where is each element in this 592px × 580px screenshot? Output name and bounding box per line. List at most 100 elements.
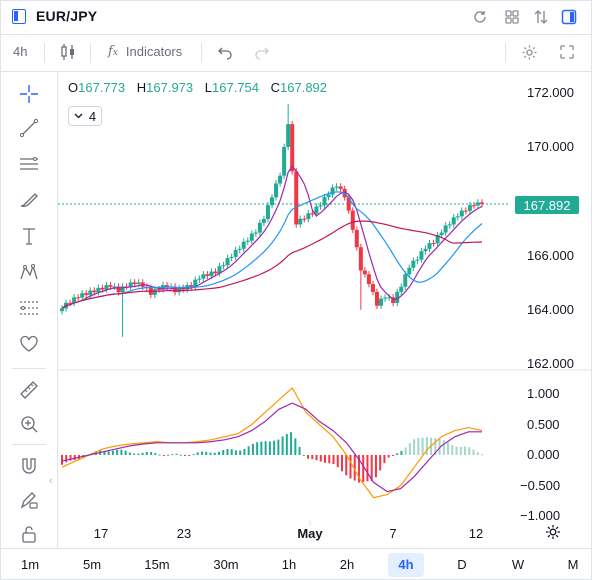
brush-icon[interactable] [17, 188, 41, 212]
macd-histogram-bar [281, 436, 284, 455]
interval-button[interactable]: 4h [13, 44, 28, 59]
toolbar-divider [201, 43, 202, 63]
lock-icon[interactable] [17, 522, 41, 546]
candle [302, 215, 307, 223]
heart-icon[interactable] [17, 332, 41, 356]
macd-histogram-bar [217, 451, 220, 455]
candle [181, 284, 186, 293]
macd-histogram-bar [120, 449, 123, 455]
timeframe-1m[interactable]: 1m [20, 557, 40, 572]
macd-histogram-bar [222, 449, 225, 455]
candle [278, 172, 283, 187]
macd-histogram-bar [434, 438, 437, 455]
redo-icon[interactable] [255, 45, 269, 60]
macd-histogram-bar [69, 455, 72, 461]
timeframe-5m[interactable]: 5m [82, 557, 102, 572]
macd-histogram-bar [188, 455, 191, 456]
candle [451, 214, 456, 228]
candle [265, 201, 270, 223]
candle [233, 246, 238, 261]
macd-histogram-bar [459, 446, 462, 455]
macd-histogram-bar [133, 453, 136, 455]
timeframe-d[interactable]: D [457, 557, 467, 572]
time-axis-label: 7 [389, 526, 397, 541]
timeframe-w[interactable]: W [511, 557, 525, 572]
price-axis-label: 164.000 [527, 301, 574, 317]
candles-icon[interactable] [60, 43, 76, 61]
horizontal-lines-icon[interactable] [17, 152, 41, 176]
macd-histogram-bar [464, 446, 467, 455]
chart-toolbar: 4h fx Indicators [0, 34, 592, 72]
macd-histogram-bar [332, 455, 335, 465]
pattern-icon[interactable] [17, 260, 41, 284]
timeframe-15m[interactable]: 15m [144, 557, 170, 572]
time-axis-label: 17 [93, 526, 109, 541]
toolbar-divider [44, 43, 45, 63]
ruler-icon[interactable] [17, 378, 41, 402]
candle [257, 219, 262, 236]
candle [286, 103, 291, 151]
macd-histogram-bar [302, 454, 305, 456]
macd-histogram-bar [141, 452, 144, 455]
indicators-button[interactable]: fx Indicators [108, 44, 182, 59]
candle [310, 210, 315, 217]
macd-histogram-bar [349, 455, 352, 479]
candle [391, 294, 396, 307]
lock-pen-icon[interactable] [17, 488, 41, 512]
macd-histogram-bar [336, 455, 339, 468]
macd-histogram-bar [413, 439, 416, 455]
timeframe-1h[interactable]: 1h [281, 557, 297, 572]
indicators-toggle[interactable]: 4 [68, 106, 102, 126]
open-value: 167.773 [78, 80, 126, 95]
timeframe-2h[interactable]: 2h [339, 557, 355, 572]
refresh-icon[interactable] [471, 8, 489, 26]
macd-histogram-bar [116, 449, 119, 455]
settings-icon[interactable] [521, 44, 538, 61]
sort-icon[interactable] [532, 8, 550, 26]
candle [76, 294, 81, 301]
candle [427, 239, 432, 253]
candle [362, 267, 367, 278]
magnet-icon[interactable] [17, 454, 41, 478]
candle [350, 207, 355, 234]
timeframe-30m[interactable]: 30m [213, 557, 239, 572]
candle [471, 201, 476, 209]
macd-histogram-bar [234, 450, 237, 455]
measure-lines-icon[interactable] [17, 296, 41, 320]
sidebar-toggle-icon[interactable] [560, 8, 578, 26]
time-axis-label: May [297, 526, 323, 541]
macd-histogram-bar [315, 455, 318, 461]
macd-axis-label: −0.500 [520, 477, 561, 493]
macd-axis-label: 1.000 [527, 386, 560, 401]
active-timeframe-highlight [388, 553, 424, 577]
macd-histogram-bar [370, 455, 373, 481]
candle [298, 215, 303, 228]
timeframe-4h[interactable]: 4h [398, 557, 414, 572]
price-chart[interactable] [0, 0, 592, 548]
macd-histogram-bar [247, 446, 250, 455]
symbol-title[interactable]: EUR/JPY [36, 8, 98, 24]
macd-histogram-bar [201, 451, 203, 455]
candle [455, 213, 460, 221]
panel-icon[interactable] [12, 9, 26, 24]
high-key: H [136, 80, 147, 95]
crosshair-icon[interactable] [17, 82, 41, 106]
zoom-in-icon[interactable] [17, 412, 41, 436]
timeframe-m[interactable]: M [567, 557, 579, 572]
macd-histogram-bar [451, 445, 454, 455]
text-tool-icon[interactable] [17, 224, 41, 248]
axis-settings-icon[interactable] [545, 524, 561, 543]
close-key: C [270, 80, 281, 95]
grid-icon[interactable] [503, 8, 521, 26]
candle [72, 294, 77, 307]
candle [403, 271, 408, 291]
fullscreen-icon[interactable] [560, 45, 574, 59]
undo-icon[interactable] [218, 45, 232, 60]
macd-histogram-bar [213, 452, 216, 455]
macd-axis-label: 0.500 [527, 416, 560, 432]
timeframe-bar: 1m 5m 15m 30m 1h 2h 4h D W M [0, 548, 592, 580]
macd-histogram-bar [124, 450, 127, 455]
trend-line-icon[interactable] [17, 116, 41, 140]
low-key: L [204, 80, 212, 95]
collapse-arrow-icon[interactable]: ‹ [49, 475, 53, 487]
